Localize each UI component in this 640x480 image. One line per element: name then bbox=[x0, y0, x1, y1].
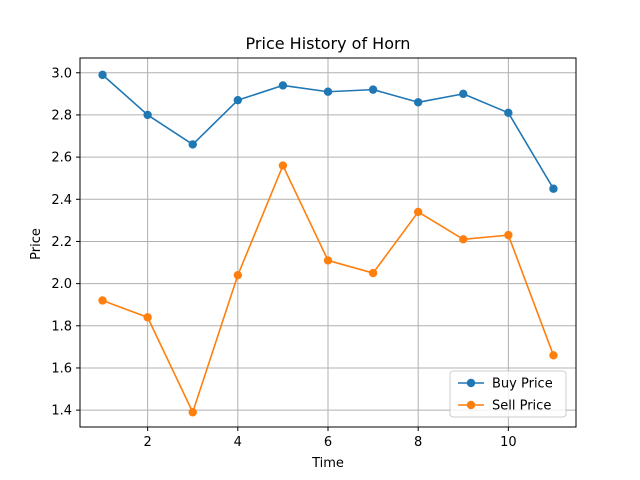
y-tick-label: 3.0 bbox=[51, 66, 72, 81]
data-point bbox=[278, 161, 288, 170]
series-layer bbox=[98, 70, 558, 417]
axes bbox=[76, 57, 577, 431]
data-point bbox=[549, 184, 558, 193]
x-tick-label: 6 bbox=[324, 435, 332, 450]
x-tick-label: 10 bbox=[500, 435, 517, 450]
x-axis-label: Time bbox=[311, 456, 344, 471]
y-axis-label: Price bbox=[29, 228, 44, 260]
grid bbox=[80, 58, 576, 427]
data-point bbox=[233, 95, 243, 105]
data-point bbox=[504, 108, 513, 118]
legend-marker bbox=[466, 400, 476, 410]
chart-title: Price History of Horn bbox=[246, 34, 411, 53]
data-point bbox=[278, 81, 288, 90]
data-point bbox=[368, 85, 378, 94]
y-tick-label: 2.6 bbox=[51, 151, 72, 166]
data-point bbox=[413, 98, 423, 107]
legend-marker bbox=[466, 378, 476, 388]
x-tick-label: 2 bbox=[143, 435, 151, 450]
data-point bbox=[233, 270, 243, 280]
legend: Buy Price Sell Price bbox=[449, 370, 567, 418]
data-point bbox=[188, 140, 197, 149]
data-point bbox=[98, 296, 107, 305]
y-tick-label: 2.8 bbox=[51, 108, 72, 123]
data-point bbox=[549, 351, 558, 360]
data-point bbox=[143, 110, 152, 120]
y-tick-label: 1.4 bbox=[51, 404, 72, 419]
data-point bbox=[188, 408, 197, 417]
data-point bbox=[504, 230, 513, 240]
y-tick-label: 2.4 bbox=[51, 193, 72, 208]
data-point bbox=[368, 268, 378, 278]
tick-labels: 2 4 6 8 10 1.4 1.6 1.8 2.0 2.2 2.4 2.6 2.8 3.0 bbox=[51, 66, 516, 450]
x-tick-label: 4 bbox=[234, 435, 242, 450]
data-point bbox=[323, 87, 333, 96]
legend-label: Buy Price bbox=[492, 377, 553, 392]
y-tick-label: 1.8 bbox=[51, 319, 72, 334]
y-tick-label: 2.2 bbox=[51, 235, 72, 250]
data-point bbox=[143, 313, 152, 322]
legend-label: Sell Price bbox=[492, 399, 551, 414]
data-point bbox=[323, 256, 333, 265]
data-point bbox=[459, 89, 468, 99]
data-point bbox=[98, 70, 107, 80]
x-tick-label: 8 bbox=[414, 435, 422, 450]
y-tick-label: 1.6 bbox=[51, 361, 72, 376]
data-point bbox=[459, 235, 468, 244]
data-point bbox=[413, 207, 423, 217]
y-tick-label: 2.0 bbox=[51, 277, 72, 292]
